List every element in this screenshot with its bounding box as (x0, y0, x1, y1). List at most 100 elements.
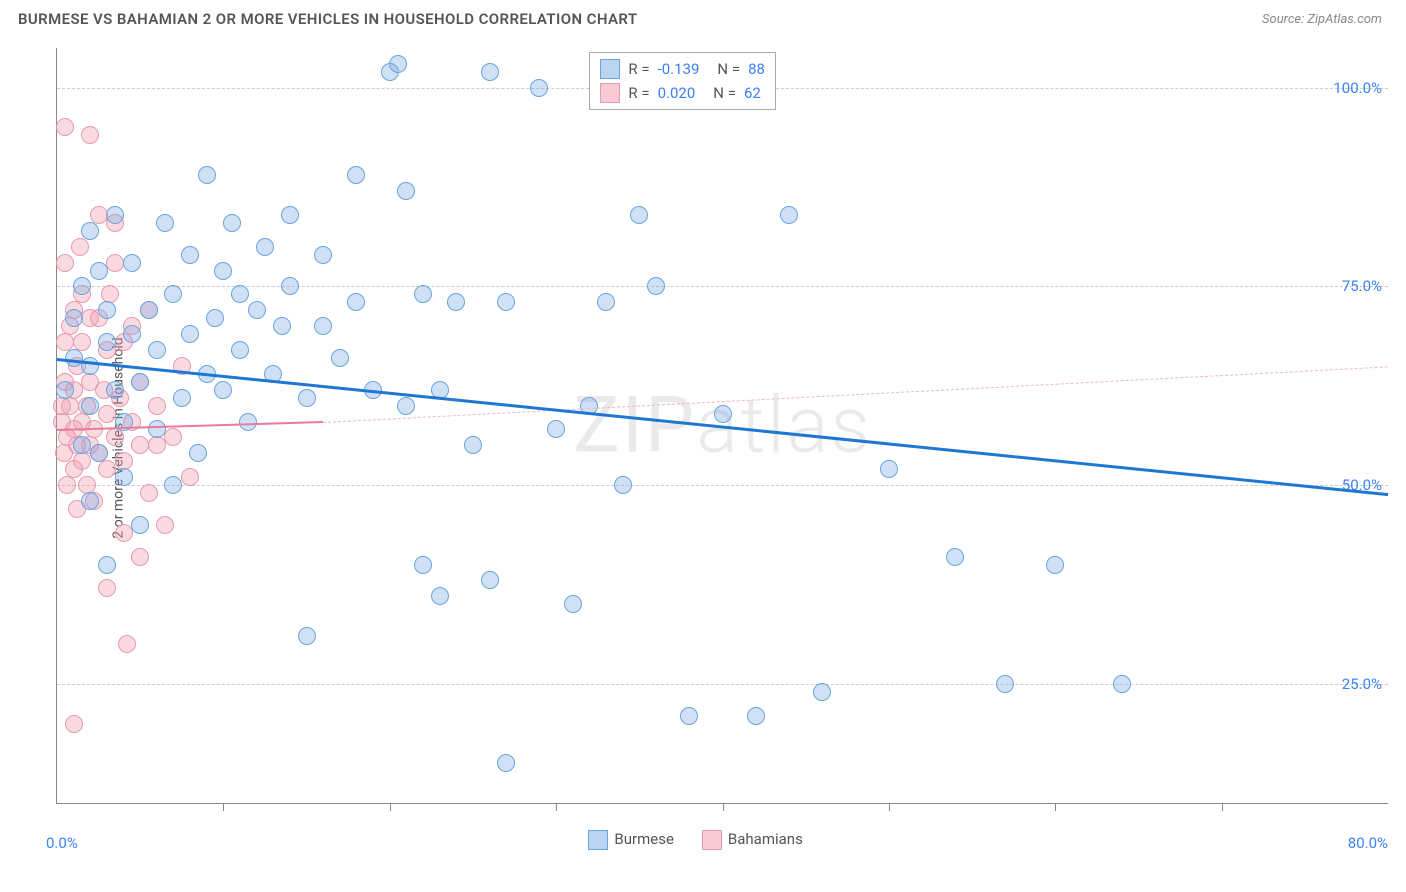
data-point (281, 206, 299, 224)
gridline (57, 684, 1388, 685)
legend-swatch (702, 830, 722, 850)
plot-region: ZIPatlas 25.0%50.0%75.0%100.0%R = -0.139… (56, 48, 1388, 804)
data-point (131, 516, 149, 534)
data-point (56, 381, 74, 399)
data-point (231, 285, 249, 303)
gridline (57, 485, 1388, 486)
x-tick (1222, 803, 1223, 811)
data-point (198, 166, 216, 184)
data-point (73, 277, 91, 295)
legend-swatch (600, 59, 620, 79)
data-point (813, 683, 831, 701)
gridline (57, 286, 1388, 287)
data-point (414, 285, 432, 303)
data-point (164, 428, 182, 446)
legend-n-value: 88 (748, 60, 765, 78)
data-point (98, 301, 116, 319)
data-point (71, 238, 89, 256)
x-tick (723, 803, 724, 811)
data-point (90, 262, 108, 280)
data-point (115, 524, 133, 542)
data-point (946, 548, 964, 566)
data-point (530, 79, 548, 97)
x-tick (889, 803, 890, 811)
legend-label: Burmese (614, 830, 674, 848)
data-point (98, 333, 116, 351)
data-point (647, 277, 665, 295)
data-point (156, 214, 174, 232)
x-tick (1055, 803, 1056, 811)
data-point (347, 293, 365, 311)
data-point (256, 238, 274, 256)
data-point (223, 214, 241, 232)
data-point (239, 413, 257, 431)
data-point (61, 397, 79, 415)
data-point (164, 285, 182, 303)
y-tick-label: 75.0% (1342, 277, 1382, 295)
data-point (131, 373, 149, 391)
data-point (1113, 675, 1131, 693)
data-point (164, 476, 182, 494)
data-point (56, 118, 74, 136)
chart-title: BURMESE VS BAHAMIAN 2 OR MORE VEHICLES I… (18, 10, 637, 28)
data-point (56, 254, 74, 272)
y-tick-label: 100.0% (1333, 79, 1382, 97)
data-point (148, 436, 166, 454)
data-point (181, 246, 199, 264)
data-point (98, 579, 116, 597)
data-point (481, 63, 499, 81)
legend-r-label: R = (628, 60, 649, 78)
data-point (148, 397, 166, 415)
chart-area: 2 or more Vehicles in Household ZIPatlas… (32, 48, 1388, 828)
data-point (397, 397, 415, 415)
data-point (140, 484, 158, 502)
legend-top: R = -0.139N = 88R = 0.020N = 62 (589, 52, 776, 110)
data-point (156, 516, 174, 534)
data-point (189, 444, 207, 462)
data-point (140, 301, 158, 319)
trend-line (323, 366, 1388, 423)
data-point (680, 707, 698, 725)
legend-n-label: N = (717, 60, 740, 78)
x-axis-min-label: 0.0% (46, 834, 78, 852)
data-point (65, 349, 83, 367)
legend-r-value: 0.020 (658, 84, 696, 102)
legend-item: Bahamians (702, 830, 803, 850)
data-point (214, 381, 232, 399)
data-point (497, 293, 515, 311)
x-tick (223, 803, 224, 811)
data-point (481, 571, 499, 589)
data-point (298, 627, 316, 645)
data-point (81, 357, 99, 375)
data-point (314, 246, 332, 264)
x-axis-max-label: 80.0% (1348, 834, 1388, 852)
data-point (81, 222, 99, 240)
legend-r-label: R = (628, 84, 649, 102)
data-point (148, 341, 166, 359)
data-point (98, 556, 116, 574)
data-point (65, 715, 83, 733)
data-point (90, 444, 108, 462)
data-point (1046, 556, 1064, 574)
data-point (347, 166, 365, 184)
y-tick-label: 25.0% (1342, 675, 1382, 693)
data-point (58, 476, 76, 494)
legend-n-value: 62 (744, 84, 761, 102)
data-point (81, 492, 99, 510)
data-point (148, 420, 166, 438)
data-point (447, 293, 465, 311)
data-point (131, 436, 149, 454)
data-point (431, 587, 449, 605)
data-point (131, 548, 149, 566)
data-point (106, 206, 124, 224)
data-point (106, 254, 124, 272)
data-point (123, 325, 141, 343)
data-point (547, 420, 565, 438)
data-point (81, 126, 99, 144)
legend-n-label: N = (713, 84, 736, 102)
data-point (780, 206, 798, 224)
data-point (314, 317, 332, 335)
data-point (630, 206, 648, 224)
data-point (98, 460, 116, 478)
legend-swatch (600, 83, 620, 103)
